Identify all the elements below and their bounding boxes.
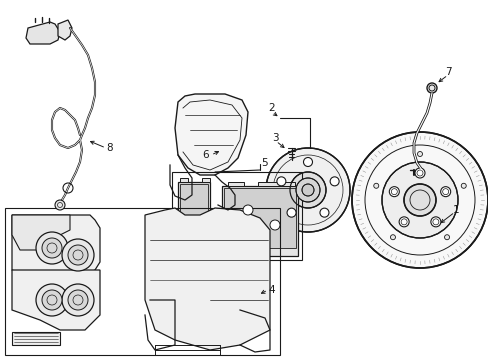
Text: 4: 4: [268, 285, 275, 295]
Polygon shape: [224, 188, 295, 248]
Polygon shape: [202, 178, 209, 182]
Circle shape: [460, 183, 465, 188]
Polygon shape: [180, 184, 207, 244]
Text: 2: 2: [268, 103, 275, 113]
Circle shape: [295, 178, 319, 202]
Text: 6: 6: [202, 150, 209, 160]
Circle shape: [381, 162, 457, 238]
Circle shape: [243, 205, 252, 215]
Text: 3: 3: [271, 133, 278, 143]
Circle shape: [414, 168, 424, 178]
Circle shape: [42, 238, 62, 258]
Circle shape: [265, 148, 349, 232]
Circle shape: [303, 158, 312, 166]
Circle shape: [36, 284, 68, 316]
Text: 5: 5: [261, 158, 268, 168]
Circle shape: [417, 152, 422, 157]
Circle shape: [62, 284, 94, 316]
Circle shape: [55, 200, 65, 210]
Polygon shape: [258, 182, 294, 186]
Polygon shape: [12, 270, 100, 330]
Polygon shape: [180, 178, 187, 182]
Text: 8: 8: [106, 143, 113, 153]
Text: 7: 7: [444, 67, 450, 77]
Polygon shape: [145, 208, 269, 350]
Circle shape: [329, 177, 339, 186]
Polygon shape: [175, 94, 247, 175]
Circle shape: [440, 186, 450, 197]
Circle shape: [398, 217, 408, 227]
Polygon shape: [178, 182, 209, 252]
Polygon shape: [12, 215, 100, 292]
Circle shape: [62, 239, 94, 271]
Polygon shape: [227, 182, 244, 186]
Text: 1: 1: [452, 205, 458, 215]
Circle shape: [389, 235, 395, 240]
Circle shape: [444, 235, 448, 240]
Polygon shape: [222, 186, 297, 256]
Polygon shape: [12, 332, 60, 345]
Circle shape: [426, 83, 436, 93]
Circle shape: [276, 177, 285, 186]
Circle shape: [36, 232, 68, 264]
Circle shape: [42, 290, 62, 310]
Circle shape: [302, 184, 313, 196]
Circle shape: [430, 217, 440, 227]
Circle shape: [68, 290, 88, 310]
Circle shape: [269, 220, 280, 230]
Circle shape: [286, 208, 295, 217]
Circle shape: [289, 172, 325, 208]
Circle shape: [319, 208, 328, 217]
Polygon shape: [12, 215, 70, 250]
Circle shape: [68, 245, 88, 265]
Polygon shape: [58, 20, 72, 40]
Circle shape: [351, 132, 487, 268]
Circle shape: [388, 186, 399, 197]
Circle shape: [403, 184, 435, 216]
Circle shape: [373, 183, 378, 188]
Polygon shape: [26, 22, 60, 44]
